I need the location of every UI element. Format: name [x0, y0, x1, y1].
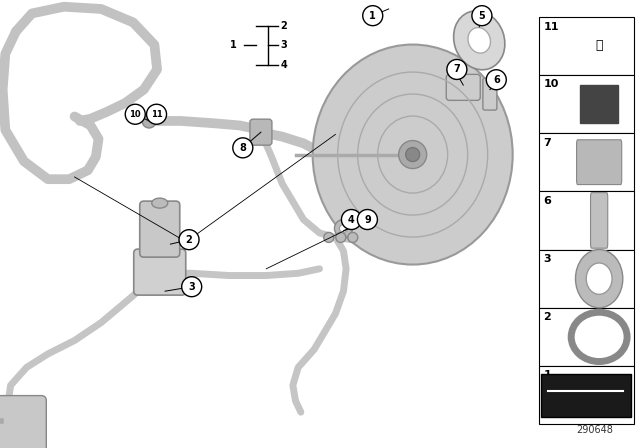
Text: 6: 6: [493, 75, 500, 85]
Text: 11: 11: [543, 22, 559, 31]
Ellipse shape: [142, 114, 156, 128]
Text: 2: 2: [186, 235, 193, 245]
Ellipse shape: [571, 312, 627, 362]
Ellipse shape: [348, 233, 358, 242]
Ellipse shape: [406, 147, 420, 162]
Text: 7: 7: [454, 65, 460, 74]
Ellipse shape: [313, 44, 513, 265]
Text: 11: 11: [150, 110, 163, 119]
Ellipse shape: [339, 224, 348, 233]
Text: 9: 9: [364, 215, 371, 224]
Text: 3: 3: [543, 254, 551, 264]
Ellipse shape: [575, 250, 623, 308]
Text: 4: 4: [348, 215, 355, 224]
Circle shape: [363, 6, 383, 26]
Circle shape: [486, 70, 506, 90]
FancyBboxPatch shape: [483, 78, 497, 110]
Ellipse shape: [336, 233, 346, 242]
Ellipse shape: [335, 220, 353, 237]
FancyBboxPatch shape: [591, 193, 608, 248]
Text: 10: 10: [129, 110, 141, 119]
Circle shape: [182, 277, 202, 297]
FancyBboxPatch shape: [140, 201, 180, 257]
FancyBboxPatch shape: [577, 140, 621, 185]
Circle shape: [125, 104, 145, 124]
Ellipse shape: [468, 27, 490, 53]
Ellipse shape: [399, 141, 427, 168]
Text: 3: 3: [280, 40, 287, 50]
Circle shape: [472, 6, 492, 26]
Bar: [539, 17, 634, 75]
Circle shape: [447, 60, 467, 79]
Bar: [539, 133, 634, 191]
Text: 🔧: 🔧: [595, 39, 603, 52]
Bar: [580, 85, 618, 123]
FancyBboxPatch shape: [0, 396, 46, 448]
Ellipse shape: [454, 11, 505, 70]
Circle shape: [233, 138, 253, 158]
Text: 7: 7: [543, 138, 551, 147]
Bar: [539, 191, 634, 250]
Ellipse shape: [586, 263, 612, 294]
Circle shape: [357, 210, 378, 229]
Circle shape: [341, 210, 362, 229]
Text: 290648: 290648: [576, 426, 613, 435]
Bar: [539, 75, 634, 133]
FancyBboxPatch shape: [250, 119, 272, 145]
Text: 2: 2: [280, 21, 287, 31]
FancyBboxPatch shape: [134, 249, 186, 295]
Text: 5: 5: [479, 11, 485, 21]
Ellipse shape: [152, 198, 168, 208]
FancyBboxPatch shape: [541, 374, 632, 417]
Circle shape: [179, 230, 199, 250]
Text: 10: 10: [543, 79, 559, 89]
Text: 8: 8: [239, 143, 246, 153]
Text: 6: 6: [543, 196, 551, 206]
Text: 1: 1: [230, 40, 237, 51]
Text: 3: 3: [188, 282, 195, 292]
Bar: [539, 308, 634, 366]
Circle shape: [147, 104, 166, 124]
Text: 1: 1: [369, 11, 376, 21]
Text: 2: 2: [543, 312, 551, 322]
FancyBboxPatch shape: [446, 74, 480, 100]
Bar: [539, 366, 634, 424]
Text: 4: 4: [280, 60, 287, 70]
Bar: [539, 250, 634, 308]
Text: 1: 1: [543, 370, 551, 380]
Ellipse shape: [324, 233, 334, 242]
